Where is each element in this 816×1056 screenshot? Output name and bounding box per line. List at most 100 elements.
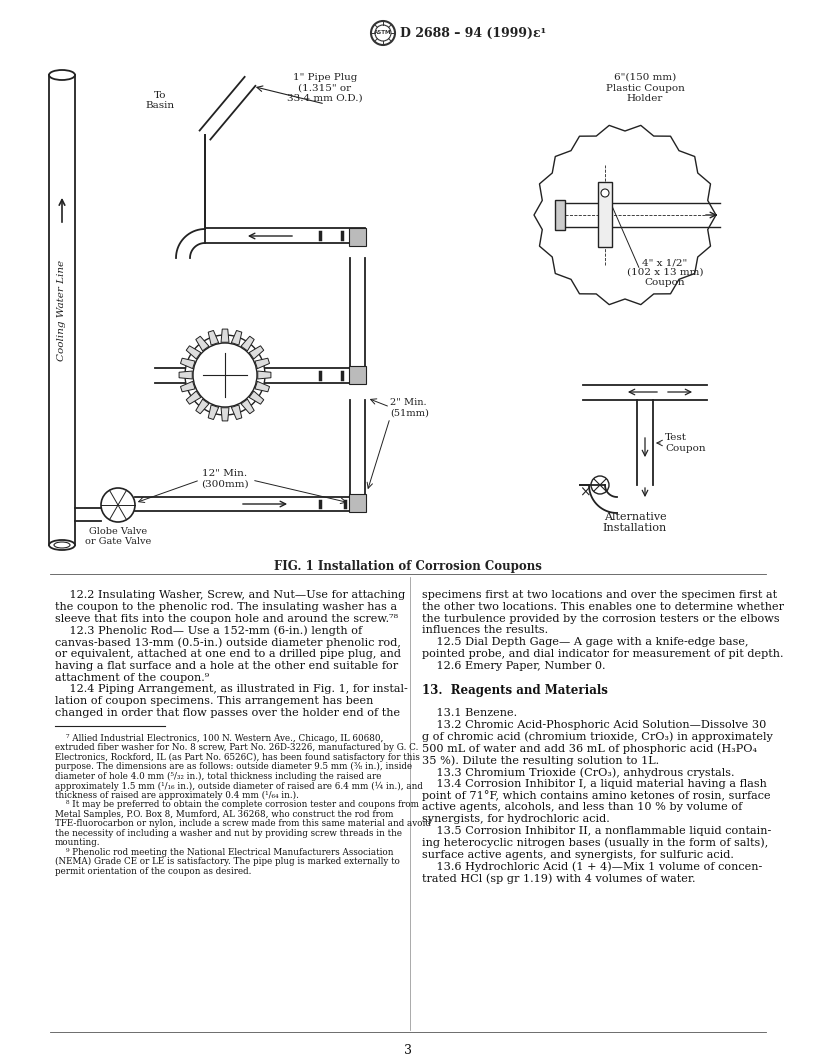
Text: 12.4 Piping Arrangement, as illustrated in Fig. 1, for instal-: 12.4 Piping Arrangement, as illustrated … bbox=[55, 684, 408, 695]
Polygon shape bbox=[534, 126, 716, 304]
Text: (NEMA) Grade CE or LE is satisfactory. The pipe plug is marked externally to: (NEMA) Grade CE or LE is satisfactory. T… bbox=[55, 857, 400, 866]
Text: pointed probe, and dial indicator for measurement of pit depth.: pointed probe, and dial indicator for me… bbox=[422, 649, 783, 659]
Polygon shape bbox=[208, 404, 219, 419]
Polygon shape bbox=[249, 391, 264, 404]
Polygon shape bbox=[208, 331, 219, 345]
Polygon shape bbox=[196, 336, 209, 351]
Text: Plastic Coupon: Plastic Coupon bbox=[605, 84, 685, 93]
Text: Cooling Water Line: Cooling Water Line bbox=[57, 260, 66, 360]
Polygon shape bbox=[258, 371, 271, 379]
Text: 13.  Reagents and Materials: 13. Reagents and Materials bbox=[422, 684, 608, 697]
Text: specimens first at two locations and over the specimen first at: specimens first at two locations and ove… bbox=[422, 590, 777, 600]
Ellipse shape bbox=[54, 542, 70, 548]
Polygon shape bbox=[221, 329, 229, 342]
Text: ×: × bbox=[579, 486, 591, 499]
Text: ing heterocyclic nitrogen bases (usually in the form of salts),: ing heterocyclic nitrogen bases (usually… bbox=[422, 837, 768, 848]
Text: Metal Samples, P.O. Box 8, Mumford, AL 36268, who construct the rod from: Metal Samples, P.O. Box 8, Mumford, AL 3… bbox=[55, 810, 393, 818]
Text: permit orientation of the coupon as desired.: permit orientation of the coupon as desi… bbox=[55, 867, 251, 875]
Text: 3: 3 bbox=[404, 1044, 412, 1056]
Text: Globe Valve: Globe Valve bbox=[89, 527, 147, 536]
Text: 33.4 mm O.D.): 33.4 mm O.D.) bbox=[287, 94, 363, 103]
Text: Coupon: Coupon bbox=[665, 444, 706, 453]
Text: thickness of raised are approximately 0.4 mm (¹/₆₄ in.).: thickness of raised are approximately 0.… bbox=[55, 791, 299, 800]
Text: the necessity of including a washer and nut by providing screw threads in the: the necessity of including a washer and … bbox=[55, 829, 402, 837]
Ellipse shape bbox=[49, 70, 75, 80]
Text: 500 mL of water and add 36 mL of phosphoric acid (H₃PO₄: 500 mL of water and add 36 mL of phospho… bbox=[422, 743, 757, 754]
Text: 12.2 Insulating Washer, Screw, and Nut—Use for attaching: 12.2 Insulating Washer, Screw, and Nut—U… bbox=[55, 590, 406, 600]
Text: 13.2 Chromic Acid-Phosphoric Acid Solution—Dissolve 30: 13.2 Chromic Acid-Phosphoric Acid Soluti… bbox=[422, 720, 766, 730]
Text: Holder: Holder bbox=[627, 94, 663, 103]
Bar bbox=[349, 494, 366, 512]
Text: surface active agents, and synergists, for sulfuric acid.: surface active agents, and synergists, f… bbox=[422, 850, 734, 860]
Text: 2" Min.: 2" Min. bbox=[390, 398, 427, 407]
Text: the coupon to the phenolic rod. The insulating washer has a: the coupon to the phenolic rod. The insu… bbox=[55, 602, 397, 611]
Circle shape bbox=[601, 189, 609, 197]
Text: Electronics, Rockford, IL (as Part No. 6526C), has been found satisfactory for t: Electronics, Rockford, IL (as Part No. 6… bbox=[55, 753, 420, 762]
Text: mounting.: mounting. bbox=[55, 838, 100, 847]
Text: having a flat surface and a hole at the other end suitable for: having a flat surface and a hole at the … bbox=[55, 661, 398, 671]
Text: the other two locations. This enables one to determine whether: the other two locations. This enables on… bbox=[422, 602, 784, 611]
Polygon shape bbox=[180, 358, 195, 369]
Text: 13.5 Corrosion Inhibitor II, a nonflammable liquid contain-: 13.5 Corrosion Inhibitor II, a nonflamma… bbox=[422, 826, 771, 836]
Polygon shape bbox=[180, 381, 195, 392]
Text: ⁷ Allied Industrial Electronics, 100 N. Western Ave., Chicago, IL 60680,: ⁷ Allied Industrial Electronics, 100 N. … bbox=[55, 734, 384, 742]
Text: purpose. The dimensions are as follows: outside diameter 9.5 mm (⅜ in.), inside: purpose. The dimensions are as follows: … bbox=[55, 762, 412, 772]
Text: approximately 1.5 mm (¹/₁₆ in.), outside diameter of raised are 6.4 mm (¼ in.), : approximately 1.5 mm (¹/₁₆ in.), outside… bbox=[55, 781, 423, 791]
Circle shape bbox=[185, 335, 265, 415]
Text: influences the results.: influences the results. bbox=[422, 625, 548, 636]
Text: the turbulence provided by the corrosion testers or the elbows: the turbulence provided by the corrosion… bbox=[422, 614, 779, 624]
Text: attachment of the coupon.⁹: attachment of the coupon.⁹ bbox=[55, 673, 209, 682]
Polygon shape bbox=[255, 381, 269, 392]
Text: Installation: Installation bbox=[603, 523, 667, 533]
Text: (51mm): (51mm) bbox=[390, 409, 429, 418]
Polygon shape bbox=[196, 399, 209, 414]
Bar bbox=[598, 182, 612, 247]
Polygon shape bbox=[221, 408, 229, 421]
Text: Alternative: Alternative bbox=[604, 512, 667, 522]
Text: trated HCl (sp gr 1.19) with 4 volumes of water.: trated HCl (sp gr 1.19) with 4 volumes o… bbox=[422, 873, 695, 884]
Text: or equivalent, attached at one end to a drilled pipe plug, and: or equivalent, attached at one end to a … bbox=[55, 649, 401, 659]
Text: lation of coupon specimens. This arrangement has been: lation of coupon specimens. This arrange… bbox=[55, 696, 374, 706]
Polygon shape bbox=[179, 371, 193, 379]
Polygon shape bbox=[232, 404, 242, 419]
Polygon shape bbox=[232, 331, 242, 345]
Polygon shape bbox=[186, 391, 201, 404]
Text: 13.4 Corrosion Inhibitor I, a liquid material having a flash: 13.4 Corrosion Inhibitor I, a liquid mat… bbox=[422, 778, 767, 789]
Text: 6"(150 mm): 6"(150 mm) bbox=[614, 73, 676, 82]
Bar bbox=[110, 499, 126, 511]
Bar bbox=[349, 228, 366, 246]
Circle shape bbox=[193, 343, 257, 407]
Polygon shape bbox=[186, 345, 201, 359]
Text: 13.3 Chromium Trioxide (CrO₃), anhydrous crystals.: 13.3 Chromium Trioxide (CrO₃), anhydrous… bbox=[422, 767, 734, 777]
Bar bbox=[349, 366, 366, 384]
Text: sleeve that fits into the coupon hole and around the screw.⁷⁸: sleeve that fits into the coupon hole an… bbox=[55, 614, 398, 624]
Text: synergists, for hydrochloric acid.: synergists, for hydrochloric acid. bbox=[422, 814, 610, 824]
Text: TFE-fluorocarbon or nylon, include a screw made from this same material and avoi: TFE-fluorocarbon or nylon, include a scr… bbox=[55, 819, 431, 828]
Circle shape bbox=[101, 488, 135, 522]
Polygon shape bbox=[241, 399, 255, 414]
Text: (300mm): (300mm) bbox=[202, 480, 249, 489]
Text: 4" x 1/2": 4" x 1/2" bbox=[642, 258, 688, 267]
Text: Basin: Basin bbox=[145, 101, 175, 110]
Text: (1.315" or: (1.315" or bbox=[299, 84, 352, 93]
Text: (102 x 13 mm): (102 x 13 mm) bbox=[627, 268, 703, 277]
Text: FIG. 1 Installation of Corrosion Coupons: FIG. 1 Installation of Corrosion Coupons bbox=[274, 560, 542, 573]
Text: extruded fiber washer for No. 8 screw, Part No. 26D-3226, manufactured by G. C.: extruded fiber washer for No. 8 screw, P… bbox=[55, 743, 419, 752]
Text: point of 71°F, which contains amino ketones of rosin, surface: point of 71°F, which contains amino keto… bbox=[422, 791, 770, 802]
Polygon shape bbox=[255, 358, 269, 369]
Text: 12.3 Phenolic Rod— Use a 152-mm (6-in.) length of: 12.3 Phenolic Rod— Use a 152-mm (6-in.) … bbox=[55, 625, 362, 636]
Text: diameter of hole 4.0 mm (⁵/₃₂ in.), total thickness including the raised are: diameter of hole 4.0 mm (⁵/₃₂ in.), tota… bbox=[55, 772, 381, 781]
Text: 12" Min.: 12" Min. bbox=[202, 469, 247, 478]
Text: D 2688 – 94 (1999)ε¹: D 2688 – 94 (1999)ε¹ bbox=[400, 26, 546, 39]
Text: Coupon: Coupon bbox=[645, 278, 685, 287]
Text: To: To bbox=[153, 91, 166, 100]
Text: ⁹ Phenolic rod meeting the National Electrical Manufacturers Association: ⁹ Phenolic rod meeting the National Elec… bbox=[55, 848, 393, 856]
Text: g of chromic acid (chromium trioxide, CrO₃) in approximately: g of chromic acid (chromium trioxide, Cr… bbox=[422, 732, 773, 742]
Text: active agents, alcohols, and less than 10 % by volume of: active agents, alcohols, and less than 1… bbox=[422, 803, 743, 812]
Text: Test: Test bbox=[665, 433, 687, 442]
Text: ASTM: ASTM bbox=[375, 31, 392, 36]
Text: changed in order that flow passes over the holder end of the: changed in order that flow passes over t… bbox=[55, 708, 400, 718]
Ellipse shape bbox=[49, 540, 75, 550]
Text: canvas-based 13-mm (0.5-in.) outside diameter phenolic rod,: canvas-based 13-mm (0.5-in.) outside dia… bbox=[55, 637, 401, 647]
Text: 13.6 Hydrochloric Acid (1 + 4)—Mix 1 volume of concen-: 13.6 Hydrochloric Acid (1 + 4)—Mix 1 vol… bbox=[422, 862, 762, 872]
